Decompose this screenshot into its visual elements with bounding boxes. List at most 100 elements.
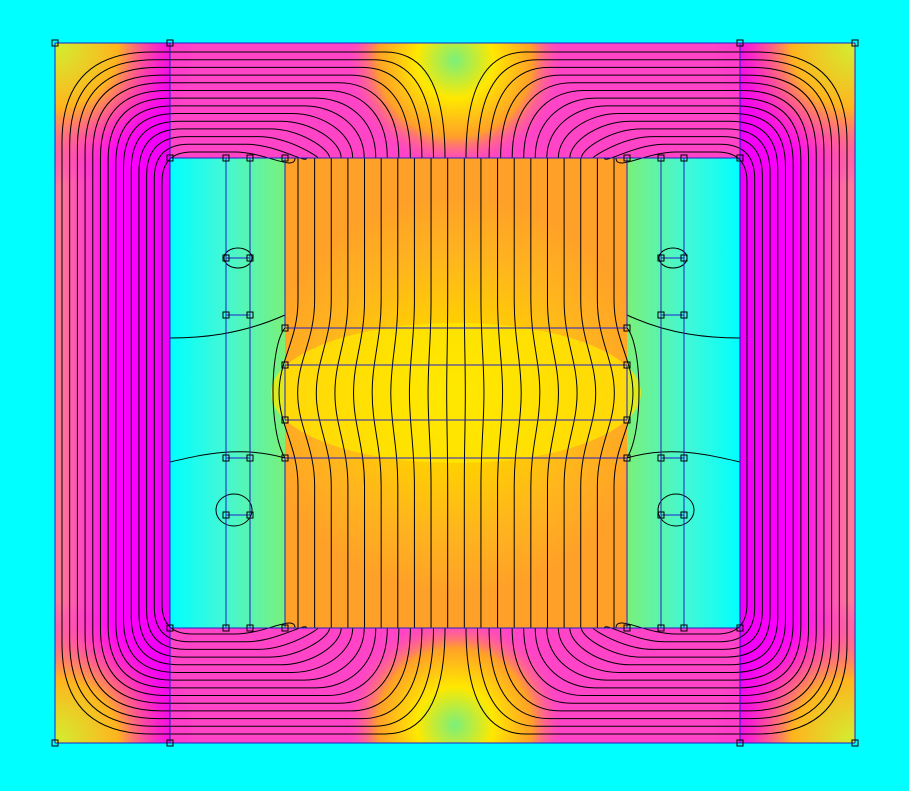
square-node-icon — [623, 361, 631, 369]
square-node-icon — [281, 416, 289, 424]
flux-line-right — [534, 97, 802, 689]
flux-line-left — [99, 89, 388, 697]
square-node-icon — [222, 154, 230, 162]
flux-line-left — [115, 105, 365, 681]
flux-line-left — [138, 128, 331, 658]
flux-line-window — [626, 451, 741, 463]
flux-line-left — [153, 143, 308, 643]
flux-line-center — [480, 158, 485, 628]
square-node-icon — [657, 154, 665, 162]
flux-loop-window — [223, 247, 253, 269]
flux-line-right — [511, 82, 817, 704]
square-node-icon — [51, 739, 59, 747]
square-node-icon — [657, 624, 665, 632]
flux-line-center — [390, 158, 399, 628]
square-node-icon — [736, 739, 744, 747]
square-node-icon — [851, 739, 859, 747]
square-node-icon — [246, 624, 254, 632]
square-node-icon — [657, 311, 665, 319]
flux-line-left — [84, 74, 411, 712]
square-node-icon — [657, 254, 665, 262]
flux-line-window — [169, 314, 286, 339]
flux-lines-center — [278, 158, 634, 628]
square-node-icon — [246, 254, 254, 262]
square-node-icon — [623, 416, 631, 424]
square-node-icon — [281, 454, 289, 462]
geometry-nodes — [51, 39, 859, 747]
flux-line-center — [613, 158, 634, 628]
square-node-icon — [680, 254, 688, 262]
flux-loop-window — [215, 493, 253, 527]
square-node-icon — [281, 361, 289, 369]
flux-line-left — [130, 120, 342, 666]
flux-line-center — [463, 158, 466, 628]
flux-line-center — [497, 158, 504, 628]
square-node-icon — [166, 154, 174, 162]
square-node-icon — [222, 311, 230, 319]
flux-line-left — [61, 51, 446, 735]
center-leg — [271, 158, 641, 628]
flux-line-right — [500, 74, 825, 712]
square-node-icon — [246, 511, 254, 519]
square-node-icon — [222, 454, 230, 462]
flux-line-right — [569, 120, 779, 666]
square-node-icon — [657, 454, 665, 462]
top-yoke-glow — [170, 43, 740, 158]
square-node-icon — [623, 624, 631, 632]
flux-line-window — [626, 314, 741, 339]
square-node-icon — [166, 624, 174, 632]
left-window — [170, 158, 285, 628]
square-node-icon — [281, 324, 289, 332]
flux-line-center — [371, 158, 382, 628]
flux-lines-right — [465, 51, 848, 735]
square-node-icon — [246, 311, 254, 319]
square-node-icon — [246, 154, 254, 162]
square-node-icon — [281, 624, 289, 632]
flux-line-right — [546, 105, 794, 681]
flux-line-center — [278, 158, 299, 628]
square-node-icon — [623, 154, 631, 162]
square-node-icon — [851, 39, 859, 47]
square-node-icon — [623, 324, 631, 332]
flux-line-right — [580, 128, 771, 658]
flux-line-right — [523, 89, 810, 697]
flux-line-center — [297, 158, 316, 628]
flux-line-center — [408, 158, 415, 628]
square-node-icon — [51, 39, 59, 47]
flux-line-right — [592, 136, 763, 650]
flux-loop-window — [657, 493, 695, 527]
flux-lines-left — [61, 51, 446, 735]
flux-line-center — [513, 158, 522, 628]
square-node-icon — [680, 511, 688, 519]
flux-line-left — [123, 113, 354, 673]
flux-line-center — [353, 158, 366, 628]
square-node-icon — [222, 254, 230, 262]
flux-line-window — [626, 327, 640, 459]
flux-line-left — [107, 97, 377, 689]
flux-line-center — [546, 158, 559, 628]
flux-line-center — [596, 158, 615, 628]
square-node-icon — [222, 511, 230, 519]
flux-line-center — [530, 158, 541, 628]
flux-line-left — [146, 136, 319, 650]
flux-line-center — [446, 158, 449, 628]
square-node-icon — [680, 311, 688, 319]
flux-line-center — [580, 158, 597, 628]
square-node-icon — [736, 154, 744, 162]
geometry-mesh — [54, 42, 856, 744]
flux-line-center — [563, 158, 578, 628]
flux-line-center — [315, 158, 332, 628]
flux-line-right — [615, 151, 748, 635]
square-node-icon — [246, 454, 254, 462]
flux-line-left — [161, 151, 296, 635]
flux-line-left — [69, 59, 434, 727]
flux-line-right — [477, 59, 840, 727]
square-node-icon — [281, 154, 289, 162]
bottom-yoke-glow — [170, 628, 740, 743]
square-node-icon — [623, 454, 631, 462]
square-node-icon — [166, 739, 174, 747]
flux-lines-window — [169, 247, 741, 527]
center-gap-bulge — [271, 323, 641, 463]
